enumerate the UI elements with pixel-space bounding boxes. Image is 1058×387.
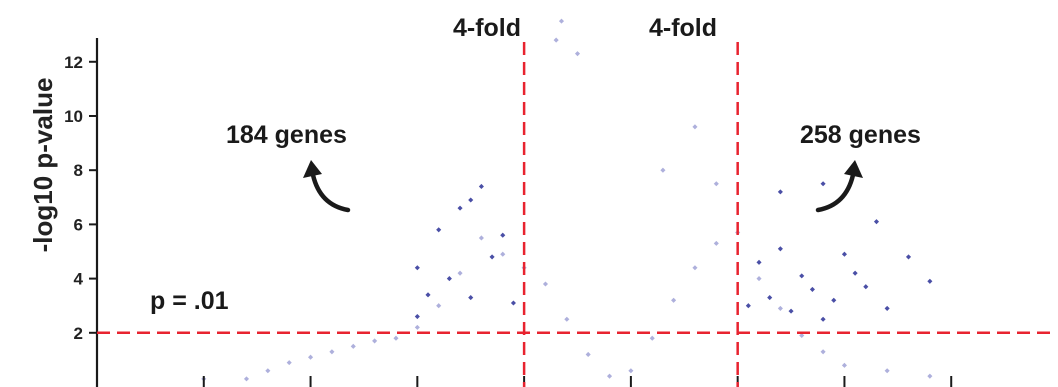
bg-point-32 [554,38,559,43]
bg-point-1 [265,368,270,373]
curved-arrow-right [818,160,863,210]
bg-point-25 [778,306,783,311]
bg-point-22 [714,241,719,246]
sig-point-3 [447,276,452,281]
sig-point-22 [906,254,911,259]
bg-point-36 [714,181,719,186]
sig-point-16 [810,287,815,292]
down-gene-count: 184 genes [226,121,347,149]
bg-point-3 [308,355,313,360]
bg-point-21 [692,265,697,270]
sig-point-10 [746,303,751,308]
bg-point-27 [821,349,826,354]
bg-point-2 [287,360,292,365]
sig-point-7 [490,254,495,259]
bg-point-10 [457,271,462,276]
sig-point-0 [415,314,420,319]
sig-point-6 [479,184,484,189]
sig-point-9 [511,300,516,305]
bg-point-34 [660,168,665,173]
sig-point-29 [874,219,879,224]
sig-point-8 [500,233,505,238]
sig-point-5 [468,295,473,300]
bg-point-29 [885,368,890,373]
sig-point-25 [468,197,473,202]
bg-point-28 [842,363,847,368]
bg-point-4 [329,349,334,354]
sig-point-24 [415,265,420,270]
sig-point-27 [821,317,826,322]
bg-point-33 [575,51,580,56]
y-axis-title: -log10 p-value [28,78,58,253]
y-tick-label-2: 6 [74,215,83,234]
bg-point-31 [927,374,932,379]
sig-point-1 [425,292,430,297]
bg-point-15 [564,317,569,322]
sig-point-17 [821,181,826,186]
sig-point-4 [457,206,462,211]
threshold-lines [97,42,1055,387]
bg-point-11 [479,235,484,240]
bg-point-14 [543,281,548,286]
y-tick-label-0: 2 [74,324,83,343]
bg-point-35 [692,124,697,129]
pvalue-label: p = .01 [150,287,229,315]
sig-point-19 [842,252,847,257]
bg-point-7 [393,336,398,341]
sig-point-18 [831,298,836,303]
bg-point-37 [559,19,564,24]
bg-point-0 [244,376,249,381]
bg-point-12 [500,252,505,257]
sig-point-13 [778,189,783,194]
sig-point-28 [853,271,858,276]
bg-point-8 [415,325,420,330]
y-tick-label-5: 12 [64,53,83,72]
up-gene-count: 258 genes [800,121,921,149]
sig-point-14 [789,309,794,314]
sig-point-2 [436,227,441,232]
sig-point-11 [756,260,761,265]
x-ticks [204,376,951,387]
fold-label-left: 4-fold [453,14,521,42]
sig-point-21 [885,306,890,311]
y-tick-label-3: 8 [74,161,83,180]
bg-point-16 [586,352,591,357]
y-tick-label-4: 10 [64,107,83,126]
background-points [201,19,932,382]
bg-point-6 [372,338,377,343]
sig-point-15 [799,273,804,278]
bg-point-17 [607,374,612,379]
bg-point-20 [671,298,676,303]
bg-point-9 [436,303,441,308]
bg-point-18 [628,368,633,373]
y-tick-label-1: 4 [74,270,84,289]
fold-label-right: 4-fold [649,14,717,42]
bg-point-24 [756,276,761,281]
bg-point-19 [650,336,655,341]
sig-point-23 [927,279,932,284]
sig-point-12 [767,295,772,300]
bg-point-5 [351,344,356,349]
sig-point-26 [778,246,783,251]
y-ticks: 2 4 6 8 10 12 [64,53,97,343]
sig-point-20 [863,284,868,289]
curved-arrow-left [303,160,348,210]
